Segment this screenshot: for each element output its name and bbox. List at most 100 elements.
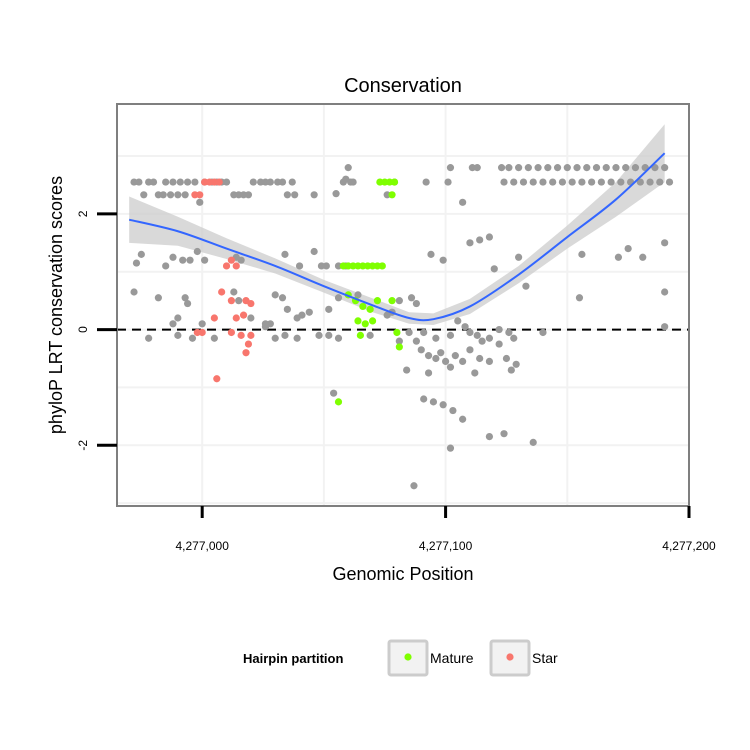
point-other — [315, 331, 323, 339]
point-other — [500, 430, 508, 438]
point-star — [210, 314, 218, 322]
point-other — [181, 294, 189, 302]
point-other — [485, 357, 494, 365]
point-other — [137, 250, 145, 258]
point-other — [622, 164, 630, 172]
point-star — [222, 262, 231, 270]
point-star — [196, 191, 204, 199]
point-other — [291, 191, 299, 199]
point-other — [174, 191, 182, 199]
y-axis: -2 0 2 — [76, 210, 117, 451]
point-other — [505, 328, 513, 337]
point-other — [515, 164, 523, 172]
y-axis-label: phyloP LRT conservation scores — [46, 176, 66, 434]
smooth-line — [128, 152, 666, 322]
point-mature — [378, 262, 386, 270]
point-other — [366, 331, 374, 339]
point-other — [575, 294, 584, 302]
plot-border — [116, 103, 690, 507]
point-other — [334, 294, 343, 302]
point-mature — [366, 305, 374, 313]
point-other — [183, 178, 192, 186]
point-other — [500, 178, 508, 186]
point-other — [476, 354, 484, 363]
point-other — [661, 288, 669, 296]
point-other — [334, 334, 343, 342]
point-other — [563, 164, 571, 172]
point-other — [135, 178, 143, 186]
point-other — [466, 328, 474, 337]
point-other — [485, 334, 494, 342]
point-other — [342, 175, 350, 183]
point-other — [446, 363, 455, 371]
legend: Hairpin partition Mature Star — [243, 639, 558, 677]
point-other — [145, 334, 153, 342]
point-other — [278, 178, 287, 186]
point-other — [412, 299, 420, 308]
point-other — [568, 178, 576, 186]
point-other — [485, 233, 494, 241]
point-other — [466, 346, 474, 354]
point-other — [636, 178, 644, 186]
point-other — [441, 357, 450, 365]
point-mature — [388, 191, 396, 199]
point-other — [539, 328, 547, 337]
point-other — [295, 262, 304, 270]
point-other — [558, 178, 567, 186]
point-mature — [334, 398, 343, 406]
point-other — [283, 305, 291, 313]
point-other — [174, 331, 182, 339]
point-other — [473, 331, 481, 339]
point-other — [237, 256, 245, 264]
point-other — [261, 323, 270, 331]
point-other — [578, 250, 586, 258]
point-star — [227, 328, 235, 337]
point-other — [186, 256, 194, 264]
point-other — [507, 366, 515, 374]
point-other — [583, 164, 591, 172]
legend-item-star: Star — [489, 639, 558, 677]
point-other — [183, 299, 192, 308]
point-other — [198, 320, 206, 328]
point-other — [405, 328, 413, 337]
point-other — [665, 178, 674, 186]
point-other — [661, 164, 669, 172]
legend-item-mature: Mature — [387, 639, 474, 677]
point-other — [422, 178, 430, 186]
point-other — [510, 334, 518, 342]
y-tick-label: 0 — [76, 326, 90, 333]
point-other — [395, 297, 403, 305]
point-other — [661, 239, 669, 247]
point-other — [617, 178, 625, 186]
point-other — [446, 444, 455, 452]
point-other — [149, 178, 158, 186]
point-other — [169, 320, 177, 328]
point-other — [439, 256, 447, 264]
point-other — [607, 178, 615, 186]
point-star — [247, 299, 255, 308]
point-other — [497, 164, 506, 172]
point-other — [330, 389, 338, 397]
point-other — [403, 366, 411, 374]
plot-area — [116, 103, 690, 507]
point-other — [181, 191, 189, 199]
point-other — [505, 164, 513, 172]
point-other — [410, 482, 418, 490]
point-star — [232, 262, 240, 270]
point-other — [553, 164, 562, 172]
point-other — [459, 415, 467, 423]
point-other — [407, 294, 416, 302]
point-other — [432, 354, 440, 363]
point-other — [631, 164, 640, 172]
point-other — [162, 178, 170, 186]
point-other — [130, 288, 138, 296]
point-star — [237, 331, 245, 339]
point-other — [354, 291, 362, 299]
point-other — [310, 247, 318, 256]
x-tick-label: 4,277,200 — [662, 539, 716, 553]
point-other — [162, 262, 170, 270]
x-axis-label: Genomic Position — [332, 564, 473, 584]
legend-marker-star — [506, 653, 514, 661]
point-other — [305, 308, 313, 316]
